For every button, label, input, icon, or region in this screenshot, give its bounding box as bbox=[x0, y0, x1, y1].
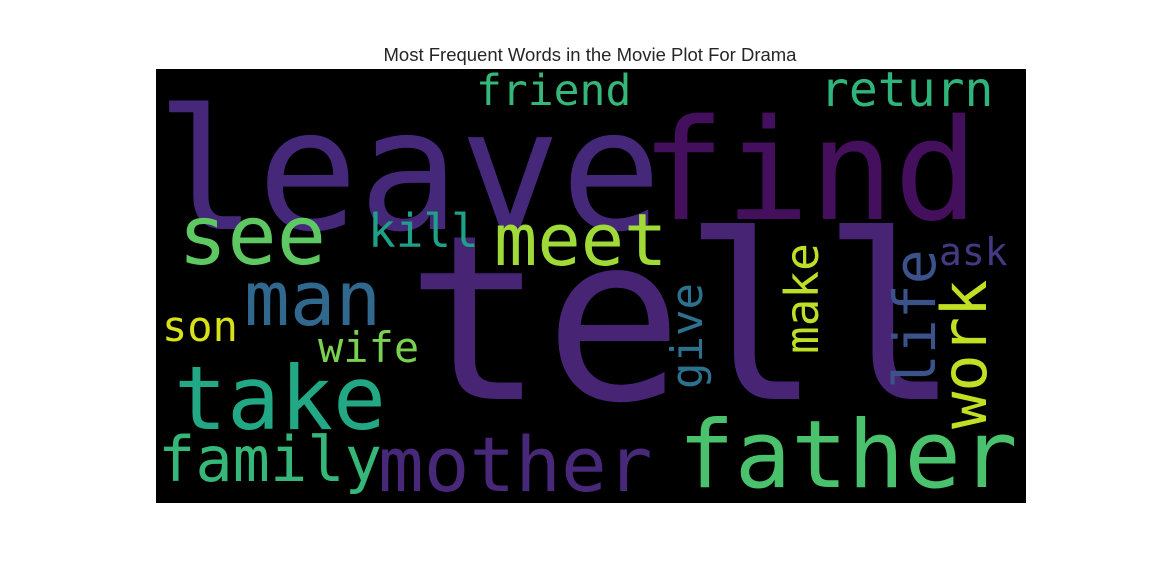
word-give: give bbox=[662, 283, 713, 389]
word-cloud-panel: tell leave find father take see mother man meet w… bbox=[156, 69, 1026, 503]
word-family: family bbox=[158, 423, 382, 496]
word-kill: kill bbox=[368, 204, 479, 258]
word-work: work bbox=[928, 280, 1001, 429]
word-take: take bbox=[174, 347, 386, 450]
word-life: life bbox=[881, 249, 949, 389]
word-ask: ask bbox=[939, 230, 1008, 274]
word-find: find bbox=[641, 90, 978, 253]
word-tell: tell bbox=[406, 187, 960, 454]
word-father: father bbox=[678, 401, 1018, 503]
word-mother: mother bbox=[378, 420, 653, 503]
chart-title: Most Frequent Words in the Movie Plot Fo… bbox=[383, 44, 797, 65]
word-return: return bbox=[820, 69, 993, 118]
word-leave: leave bbox=[156, 73, 662, 269]
word-friend: friend bbox=[476, 69, 631, 116]
word-wife: wife bbox=[318, 323, 419, 372]
word-see: see bbox=[178, 189, 326, 284]
word-meet: meet bbox=[494, 198, 667, 282]
word-son: son bbox=[162, 302, 238, 351]
word-man: man bbox=[244, 254, 381, 343]
word-make: make bbox=[775, 243, 829, 354]
